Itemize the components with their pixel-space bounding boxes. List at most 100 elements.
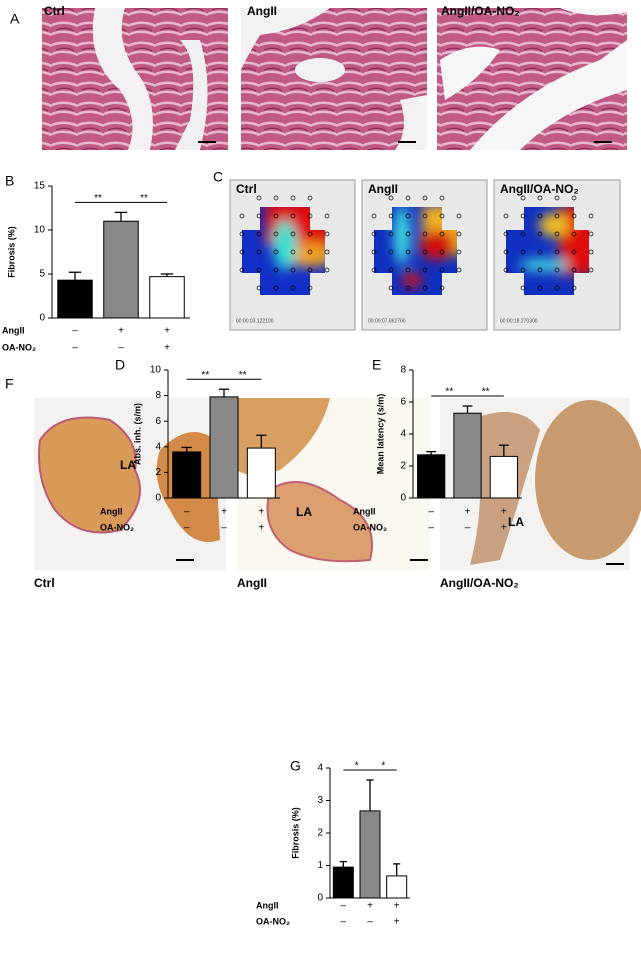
condition-sign: – [341,917,347,928]
condition-sign: + [221,507,227,518]
electrode [290,267,296,273]
electrode [388,267,394,273]
la-label: LA [508,515,524,529]
condition-label: AngII [100,506,123,516]
y-tick-label: 0 [317,893,323,904]
electrode [371,231,377,237]
electrode [290,249,296,255]
electrode [371,249,377,255]
electrode [537,285,543,291]
electrode [239,249,245,255]
condition-sign: – [72,343,78,354]
panel-label: E [372,357,381,373]
electrode [554,213,560,219]
panel-label: C [213,169,223,185]
electrode [520,249,526,255]
bar [332,866,354,899]
la-label: LA [120,458,136,472]
heatmap-title: Ctrl [236,182,257,196]
electrode [405,285,411,291]
condition-sign: – [184,507,190,518]
electrode [405,249,411,255]
electrode [422,285,428,291]
electrode [324,249,330,255]
panel-label: D [115,357,125,373]
bar [149,276,185,319]
significance-label: ** [239,370,247,381]
electrode [239,213,245,219]
electrode-grid [239,195,594,291]
electrode [256,267,262,273]
image-caption: AngII [237,576,267,590]
condition-sign: + [501,507,507,518]
panel-label: F [5,376,14,392]
y-tick-label: 1 [317,860,323,871]
electrode [324,213,330,219]
y-tick-label: 0 [400,493,406,504]
condition-sign: – [465,523,471,534]
electrode [439,231,445,237]
electrode [388,195,394,201]
la-label: LA [296,505,312,519]
electrode [439,249,445,255]
electrode [520,267,526,273]
electrode [405,213,411,219]
electrode [571,195,577,201]
condition-sign: + [258,523,264,534]
significance-label: ** [482,387,490,398]
heatmap: Ctrl 00:00:03.122100 [229,179,356,331]
electrode [324,231,330,237]
electrode [405,195,411,201]
electrode [571,231,577,237]
heatmap-title: AngII [368,182,398,196]
electrode [439,213,445,219]
significance-label: ** [445,387,453,398]
condition-sign: + [118,326,124,337]
y-tick-label: 2 [400,461,406,472]
electrode [422,195,428,201]
y-tick-label: 10 [34,225,46,236]
condition-sign: + [394,901,400,912]
timestamp: 00:00:07.862700 [368,318,406,324]
y-tick-label: 15 [34,181,46,192]
bar [453,412,482,499]
electrode [371,213,377,219]
electrode [571,285,577,291]
y-tick-label: 0 [155,493,161,504]
condition-sign: + [164,326,170,337]
bar [209,396,239,499]
y-tick-label: 4 [155,441,161,452]
image-title: AngII [247,4,277,18]
y-axis-label: Mean latency (s/m) [375,394,385,475]
condition-sign: – [221,523,227,534]
electrode [439,285,445,291]
electrode [388,249,394,255]
y-axis-label: Fibrosis (%) [290,807,300,859]
electrode [537,249,543,255]
electrode [422,213,428,219]
electrode [405,267,411,273]
electrode [307,195,313,201]
electrode [520,285,526,291]
electrode [388,285,394,291]
bar [417,454,446,499]
condition-sign: – [428,523,434,534]
condition-sign: – [184,523,190,534]
electrode [307,249,313,255]
electrode [256,285,262,291]
y-axis-label: Abs. inh. (s/m) [132,403,142,465]
y-tick-label: 6 [155,416,161,427]
image-title: Ctrl [44,4,65,18]
electrode [307,231,313,237]
electrode [256,195,262,201]
electrode [588,249,594,255]
electrode [273,231,279,237]
condition-label: AngII [2,325,25,335]
histology-image [241,8,427,150]
condition-label: AngII [256,900,279,910]
condition-sign: – [72,326,78,337]
y-tick-label: 4 [400,429,406,440]
electrode [422,267,428,273]
y-tick-label: 6 [400,397,406,408]
electrode [503,213,509,219]
